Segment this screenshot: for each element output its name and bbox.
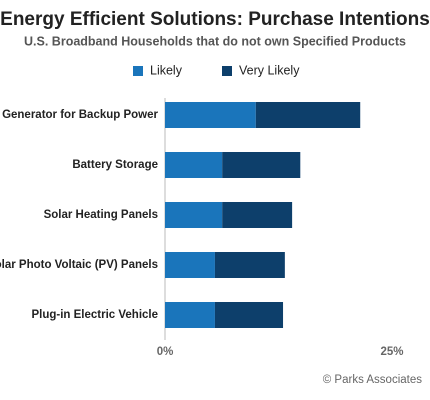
category-label: Plug-in Electric Vehicle [31,309,158,321]
legend-label: Likely [150,63,183,77]
category-label: Solar Photo Voltaic (PV) Panels [0,259,158,271]
chart-subtitle: U.S. Broadband Households that do not ow… [24,34,406,48]
legend-swatch [133,66,143,76]
source-note: © Parks Associates [323,374,422,386]
x-tick-label: 25% [380,346,403,358]
bar [214,252,285,278]
legend-swatch [222,66,232,76]
bar [255,102,361,128]
bar [214,302,284,328]
category-label: Battery Storage [72,159,158,171]
legend-label: Very Likely [239,63,300,77]
category-label: Generator for Backup Power [2,109,158,121]
bar [165,302,215,328]
chart-title: Energy Efficient Solutions: Purchase Int… [0,9,430,30]
bar [165,152,223,178]
bar [222,202,293,228]
bar [165,102,256,128]
category-label: Solar Heating Panels [44,209,158,221]
x-tick-label: 0% [157,346,174,358]
bar [165,252,215,278]
bar [165,202,223,228]
bar [222,152,301,178]
